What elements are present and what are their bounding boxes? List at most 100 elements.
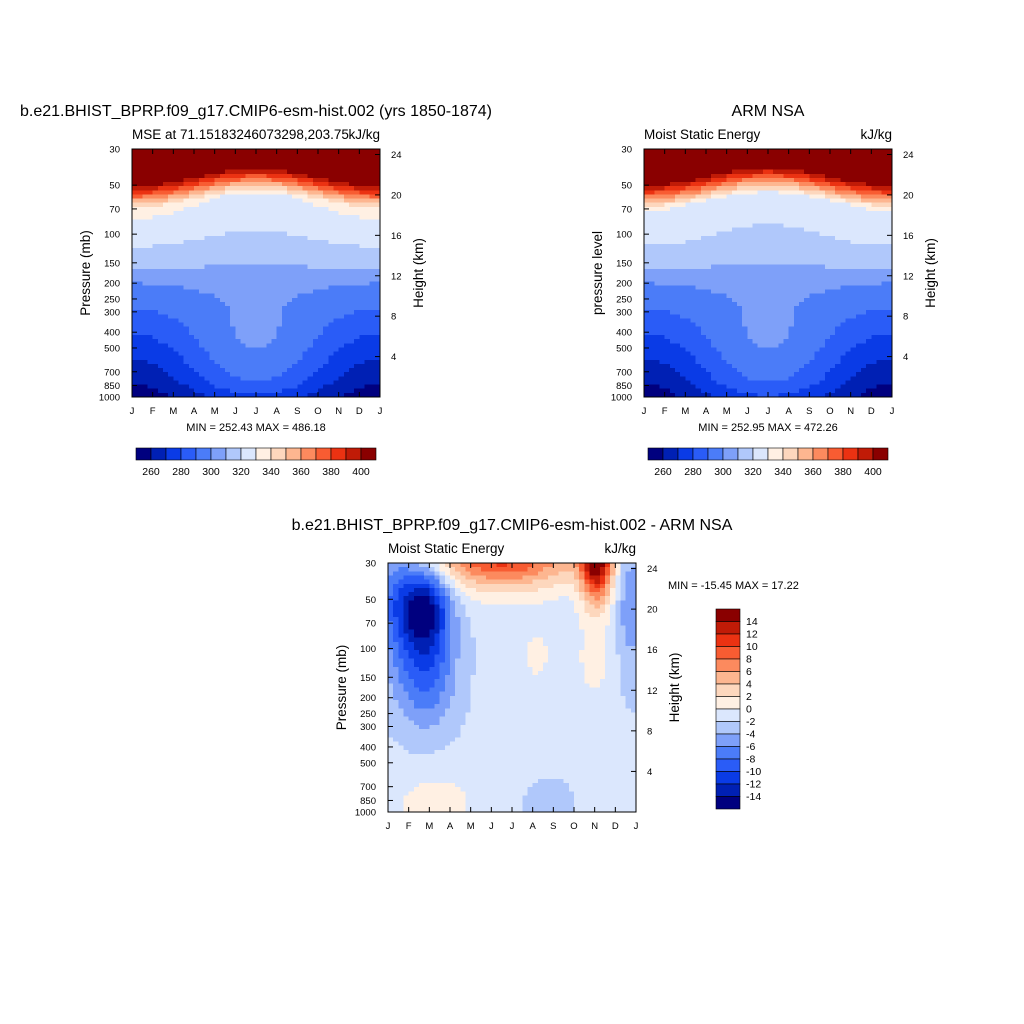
contour-cell bbox=[757, 322, 764, 328]
contour-cell bbox=[700, 223, 707, 229]
contour-cell bbox=[700, 186, 707, 191]
contour-cell bbox=[343, 153, 350, 158]
contour-cell bbox=[168, 351, 174, 357]
contour-cell bbox=[266, 392, 273, 398]
contour-cell bbox=[163, 363, 169, 369]
contour-cell bbox=[323, 252, 329, 258]
contour-cell bbox=[349, 359, 355, 365]
contour-cell bbox=[173, 227, 180, 233]
contour-cell bbox=[219, 384, 226, 390]
contour-cell bbox=[711, 301, 717, 307]
contour-cell bbox=[307, 206, 314, 212]
contour-cell bbox=[716, 384, 723, 390]
contour-cell bbox=[209, 388, 216, 394]
contour-cell bbox=[359, 173, 366, 179]
contour-cell bbox=[297, 289, 304, 295]
contour-cell bbox=[783, 268, 790, 274]
contour-cell bbox=[168, 310, 174, 315]
contour-cell bbox=[152, 322, 159, 328]
contour-cell bbox=[644, 359, 650, 365]
contour-cell bbox=[199, 260, 205, 266]
contour-cell bbox=[245, 169, 252, 175]
contour-cell bbox=[669, 347, 676, 353]
contour-cell bbox=[250, 268, 257, 274]
contour-cell bbox=[685, 252, 692, 258]
contour-cell bbox=[235, 256, 242, 262]
contour-cell bbox=[240, 211, 247, 216]
contour-cell bbox=[742, 186, 748, 191]
contour-cell bbox=[747, 347, 754, 353]
contour-cell bbox=[188, 227, 195, 233]
contour-cell bbox=[225, 153, 231, 158]
contour-cell bbox=[157, 363, 164, 369]
contour-cell bbox=[644, 227, 650, 233]
contour-cell bbox=[256, 177, 262, 183]
contour-cell bbox=[302, 161, 309, 167]
contour-cell bbox=[240, 347, 247, 353]
contour-cell bbox=[726, 388, 733, 394]
contour-cell bbox=[664, 182, 671, 187]
contour-cell bbox=[364, 384, 371, 390]
contour-cell bbox=[163, 169, 169, 175]
contour-cell bbox=[354, 215, 360, 220]
contour-cell bbox=[323, 227, 329, 233]
contour-cell bbox=[649, 289, 655, 295]
contour-cell bbox=[245, 264, 252, 270]
contour-cell bbox=[240, 380, 247, 386]
contour-cell bbox=[256, 277, 262, 282]
contour-cell bbox=[261, 264, 267, 270]
contour-cell bbox=[685, 277, 692, 282]
contour-cell bbox=[338, 318, 345, 324]
contour-cell bbox=[374, 227, 381, 233]
contour-cell bbox=[654, 310, 661, 315]
contour-cell bbox=[276, 326, 283, 332]
contour-cell bbox=[757, 355, 764, 361]
y-tick-label: 100 bbox=[104, 230, 120, 241]
contour-cell bbox=[721, 293, 728, 299]
contour-cell bbox=[297, 297, 304, 303]
contour-cell bbox=[178, 330, 185, 336]
contour-cell bbox=[183, 264, 190, 270]
contour-cell bbox=[292, 182, 298, 187]
contour-cell bbox=[287, 355, 293, 361]
contour-cell bbox=[240, 149, 247, 154]
contour-cell bbox=[219, 368, 226, 373]
contour-cell bbox=[726, 202, 733, 208]
contour-cell bbox=[752, 301, 759, 307]
contour-cell bbox=[369, 264, 376, 270]
contour-cell bbox=[343, 244, 350, 249]
contour-cell bbox=[214, 277, 221, 282]
contour-cell bbox=[147, 289, 154, 295]
contour-cell bbox=[230, 281, 236, 286]
contour-cell bbox=[809, 368, 816, 373]
contour-cell bbox=[132, 310, 138, 315]
contour-cell bbox=[142, 297, 149, 303]
contour-cell bbox=[675, 281, 681, 286]
contour-cell bbox=[716, 260, 723, 266]
contour-cell bbox=[706, 273, 712, 278]
contour-cell bbox=[235, 252, 242, 258]
contour-cell bbox=[809, 194, 816, 200]
contour-cell bbox=[333, 244, 340, 249]
contour-cell bbox=[152, 161, 159, 167]
contour-cell bbox=[178, 264, 185, 270]
contour-cell bbox=[209, 368, 216, 373]
contour-cell bbox=[374, 380, 381, 386]
contour-cell bbox=[225, 339, 231, 344]
contour-cell bbox=[680, 264, 686, 270]
contour-cell bbox=[307, 169, 314, 175]
contour-cell bbox=[799, 173, 805, 179]
contour-cell bbox=[659, 149, 666, 154]
contour-cell bbox=[204, 318, 211, 324]
contour-cell bbox=[328, 256, 335, 262]
contour-cell bbox=[690, 186, 697, 191]
contour-cell bbox=[328, 392, 335, 398]
contour-cell bbox=[256, 285, 262, 291]
contour-cell bbox=[235, 297, 242, 303]
contour-cell bbox=[281, 190, 288, 196]
contour-cell bbox=[788, 177, 795, 183]
contour-cell bbox=[312, 363, 319, 369]
contour-cell bbox=[338, 248, 345, 253]
contour-cell bbox=[757, 330, 764, 336]
contour-cell bbox=[644, 322, 650, 328]
